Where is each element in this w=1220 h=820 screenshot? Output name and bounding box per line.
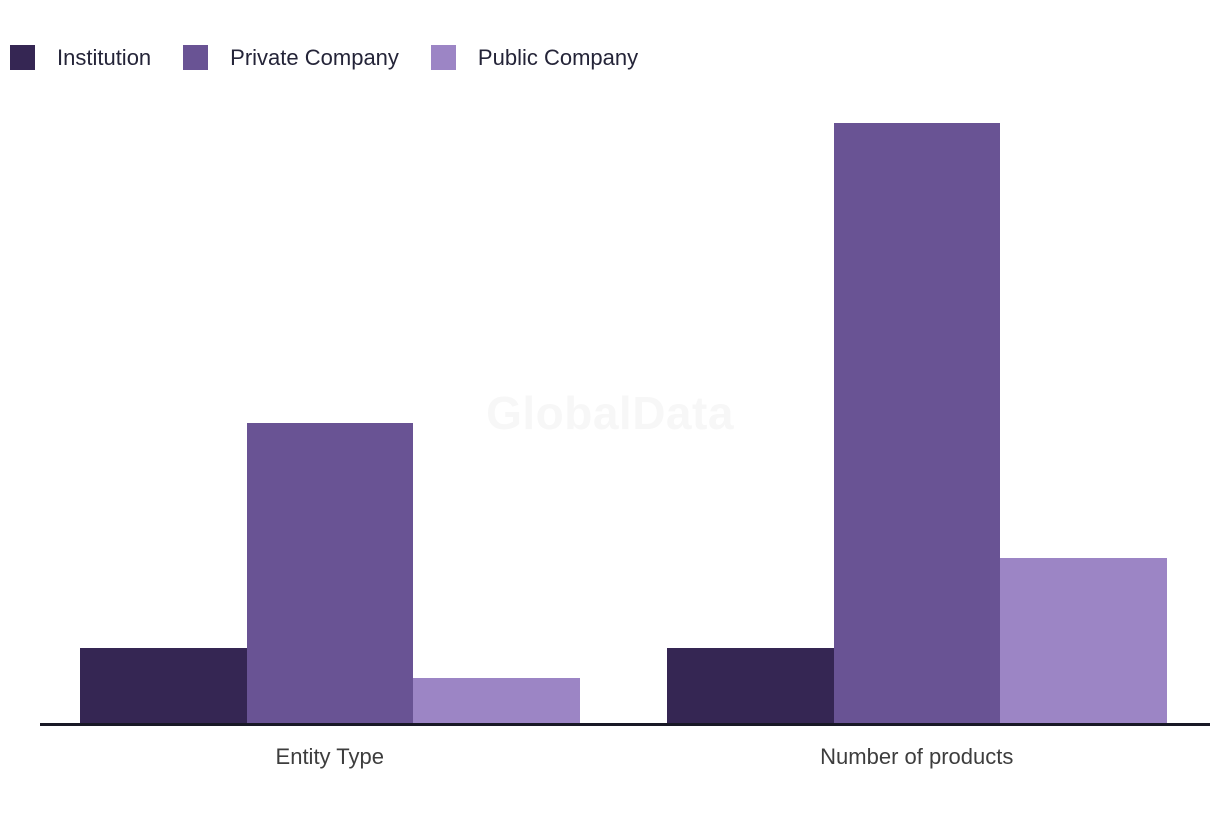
bar-public-company-entity-type[interactable] xyxy=(413,678,580,723)
legend-label-institution: Institution xyxy=(57,45,152,70)
x-axis-label-number-of-products: Number of products xyxy=(820,744,1014,769)
bar-institution-number-of-products[interactable] xyxy=(667,648,834,723)
bar-institution-entity-type[interactable] xyxy=(80,648,247,723)
legend-swatch-private-company xyxy=(183,45,209,70)
legend: Institution Private Company Public Company xyxy=(10,45,670,70)
legend-swatch-public-company xyxy=(430,45,456,70)
x-axis-line xyxy=(40,723,1210,726)
legend-item-public-company[interactable]: Public Company xyxy=(430,45,639,70)
x-axis-label-entity-type: Entity Type xyxy=(275,744,384,769)
bar-private-company-number-of-products[interactable] xyxy=(833,123,1000,723)
legend-item-institution[interactable]: Institution xyxy=(10,45,151,70)
bar-private-company-entity-type[interactable] xyxy=(246,423,413,723)
legend-label-private-company: Private Company xyxy=(230,45,399,70)
legend-swatch-institution xyxy=(10,45,35,70)
bar-public-company-number-of-products[interactable] xyxy=(1000,558,1167,723)
legend-item-private-company[interactable]: Private Company xyxy=(183,45,399,70)
legend-label-public-company: Public Company xyxy=(477,45,639,70)
